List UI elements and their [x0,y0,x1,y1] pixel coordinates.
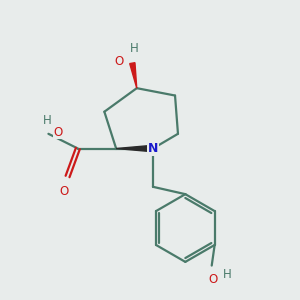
Text: O: O [59,185,69,198]
Text: H: H [223,268,232,281]
Text: N: N [148,142,158,155]
Text: H: H [129,42,138,55]
Text: O: O [208,273,218,286]
Text: H: H [43,114,51,127]
Text: O: O [115,55,124,68]
Text: O: O [54,126,63,139]
Polygon shape [130,63,137,88]
Polygon shape [116,145,153,152]
